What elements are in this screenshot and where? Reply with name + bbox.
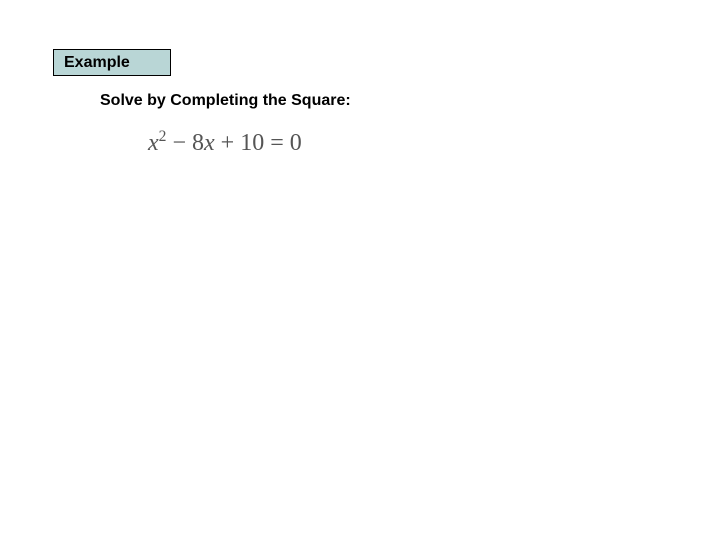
slide: Example Solve by Completing the Square: … [0, 0, 720, 540]
equation-mid: − 8 [166, 130, 204, 156]
equation-var2: x [204, 130, 215, 156]
equation: x2 − 8x + 10 = 0 [148, 128, 302, 157]
equation-tail: + 10 = 0 [215, 130, 302, 156]
instruction-text: Solve by Completing the Square: [100, 92, 351, 110]
example-label: Example [64, 54, 130, 71]
equation-var: x [148, 130, 159, 156]
example-box: Example [53, 49, 171, 76]
